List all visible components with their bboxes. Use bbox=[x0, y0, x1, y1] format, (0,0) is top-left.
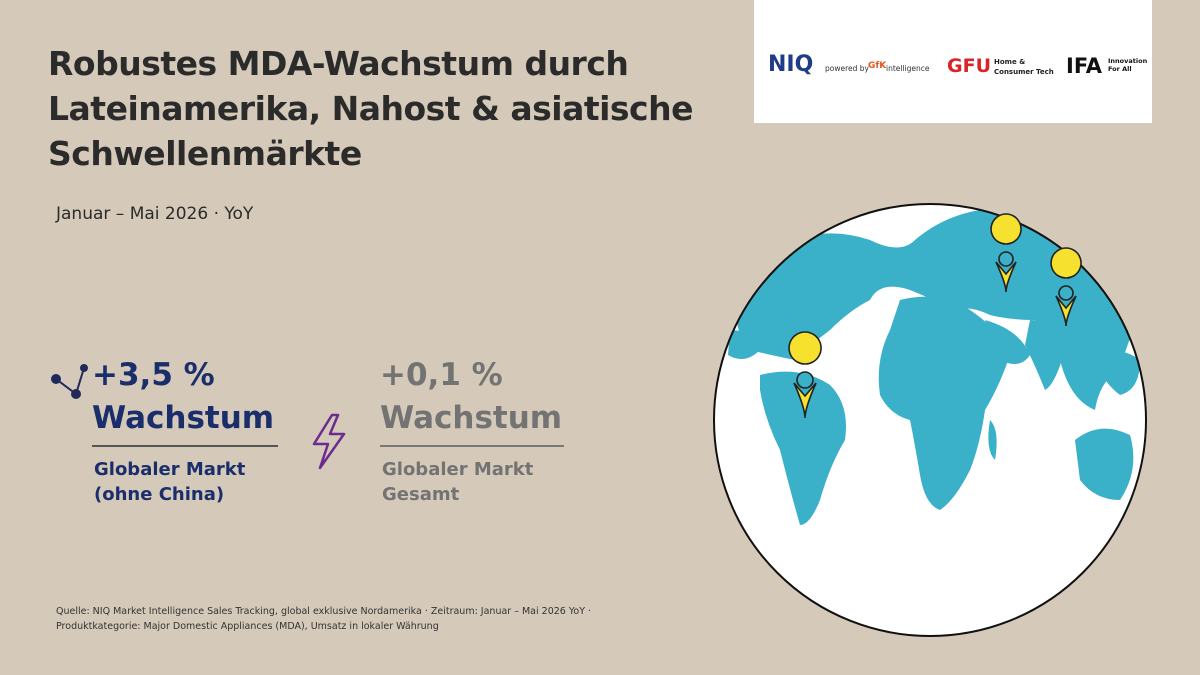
divider bbox=[380, 445, 564, 447]
divider bbox=[92, 445, 278, 447]
ifa-text: Innovation bbox=[1108, 57, 1148, 65]
ifa-logo: IFA bbox=[1066, 54, 1103, 78]
location-pins bbox=[788, 213, 1082, 419]
gfu-text: Consumer Tech bbox=[994, 68, 1054, 76]
title-line: Schwellenmärkte bbox=[48, 134, 362, 173]
lightning-icon bbox=[312, 413, 346, 470]
subtitle: Januar – Mai 2026 · YoY bbox=[56, 204, 254, 224]
stat-label: Wachstum bbox=[92, 400, 275, 436]
title-line: Lateinamerika, Nahost & asiatische bbox=[48, 89, 694, 128]
source-line: Produktkategorie: Major Domestic Applian… bbox=[56, 621, 439, 632]
stat-desc: Globaler Markt bbox=[382, 459, 534, 480]
stat-desc: (ohne China) bbox=[94, 484, 225, 505]
stat-value: +3,5 % bbox=[92, 357, 215, 393]
ifa-text: For All bbox=[1108, 65, 1132, 73]
intelligence: intelligence bbox=[886, 64, 930, 73]
stat-value: +0,1 % bbox=[380, 357, 503, 393]
title-line: Robustes MDA-Wachstum durch bbox=[48, 44, 629, 83]
source-line: Quelle: NIQ Market Intelligence Sales Tr… bbox=[56, 606, 592, 617]
gfu-logo: GFU bbox=[947, 55, 992, 77]
logo-box: NIQ powered by GfK intelligence GFU Home… bbox=[754, 0, 1152, 123]
stat-desc: Gesamt bbox=[382, 484, 460, 505]
gfk-logo: GfK bbox=[868, 61, 887, 71]
stat-label: Wachstum bbox=[380, 400, 563, 436]
stat-desc: Globaler Markt bbox=[94, 459, 246, 480]
niq-logo: NIQ bbox=[768, 52, 814, 77]
network-icon bbox=[51, 364, 88, 399]
powered-by: powered by bbox=[825, 64, 869, 73]
gfu-text: Home & bbox=[994, 58, 1026, 66]
globe bbox=[713, 203, 1147, 637]
